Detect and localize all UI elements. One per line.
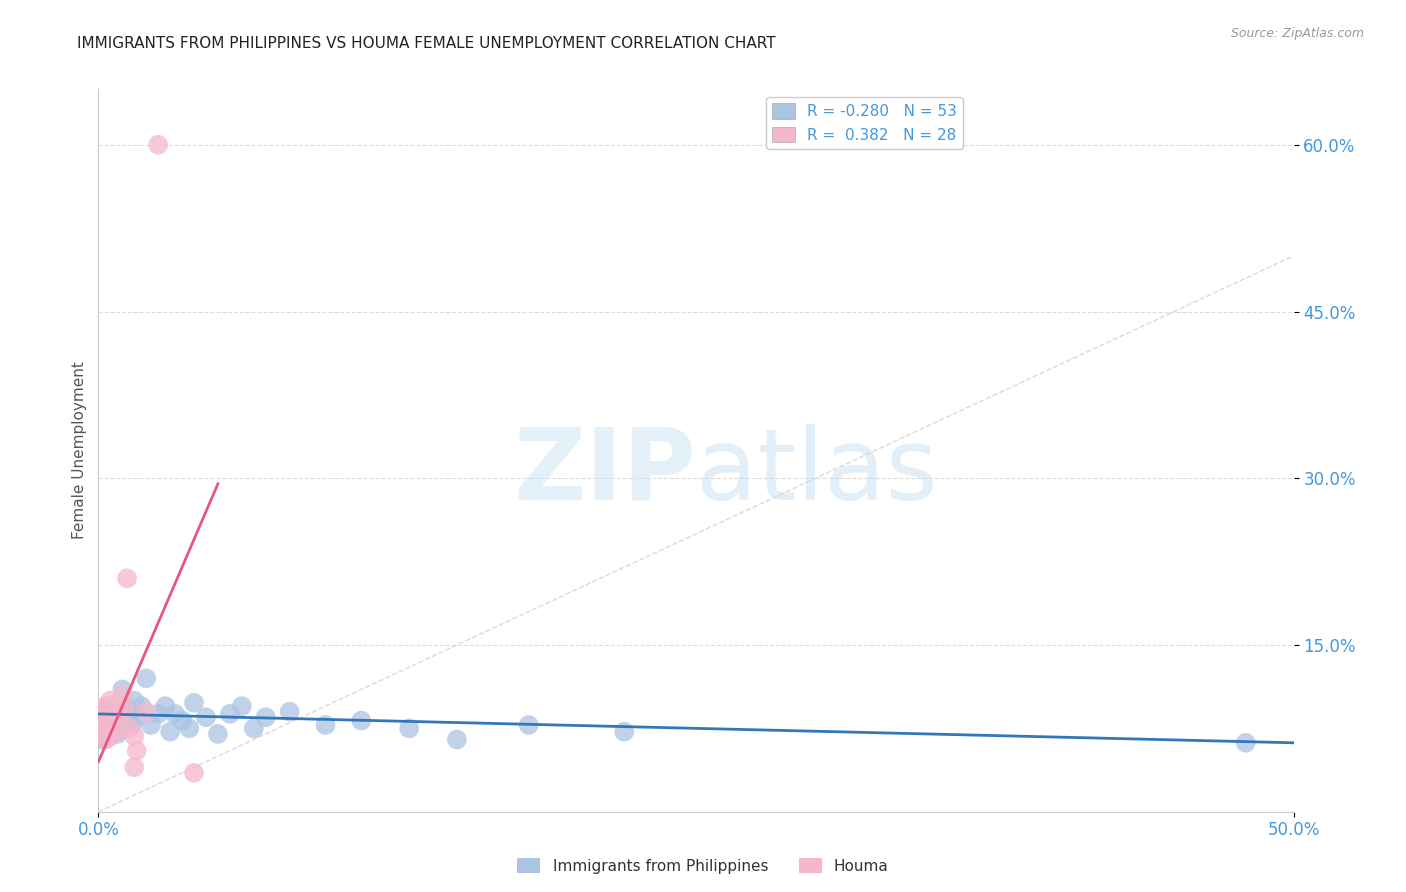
Point — [315, 718, 337, 732]
Point — [613, 724, 636, 739]
Point — [97, 715, 120, 730]
Point — [94, 710, 117, 724]
Point — [108, 723, 131, 737]
Point — [125, 710, 148, 724]
Text: ZIP: ZIP — [513, 424, 696, 521]
Point — [101, 724, 124, 739]
Point — [94, 699, 117, 714]
Point — [97, 722, 120, 736]
Point — [98, 729, 122, 743]
Point — [183, 696, 205, 710]
Point — [115, 571, 138, 585]
Point — [94, 732, 117, 747]
Point — [125, 743, 148, 757]
Point — [131, 699, 153, 714]
Point — [163, 706, 186, 721]
Point — [101, 718, 124, 732]
Point — [104, 709, 127, 723]
Legend: Immigrants from Philippines, Houma: Immigrants from Philippines, Houma — [512, 852, 894, 880]
Point — [195, 710, 218, 724]
Point — [118, 722, 141, 736]
Point — [148, 706, 170, 721]
Point — [254, 710, 277, 724]
Point — [101, 714, 124, 728]
Point — [91, 705, 114, 719]
Point — [91, 727, 114, 741]
Point — [98, 718, 122, 732]
Point — [90, 722, 112, 736]
Point — [97, 727, 120, 741]
Point — [98, 706, 122, 721]
Point — [121, 718, 143, 732]
Point — [101, 705, 124, 719]
Point — [135, 671, 157, 685]
Legend: R = -0.280   N = 53, R =  0.382   N = 28: R = -0.280 N = 53, R = 0.382 N = 28 — [766, 97, 963, 149]
Point — [94, 715, 117, 730]
Point — [155, 699, 177, 714]
Point — [107, 699, 129, 714]
Point — [107, 727, 129, 741]
Point — [104, 724, 127, 739]
Point — [398, 722, 420, 736]
Point — [97, 699, 120, 714]
Point — [159, 724, 181, 739]
Point — [104, 720, 127, 734]
Point — [124, 693, 146, 707]
Point — [94, 722, 117, 736]
Point — [108, 711, 131, 725]
Point — [114, 699, 136, 714]
Point — [107, 715, 129, 730]
Point — [1234, 736, 1257, 750]
Point — [91, 715, 114, 730]
Point — [350, 714, 373, 728]
Point — [118, 714, 141, 728]
Point — [91, 727, 114, 741]
Point — [98, 729, 122, 743]
Text: atlas: atlas — [696, 424, 938, 521]
Point — [139, 718, 162, 732]
Point — [124, 760, 146, 774]
Point — [243, 722, 266, 736]
Point — [207, 727, 229, 741]
Point — [94, 732, 117, 747]
Point — [183, 765, 205, 780]
Point — [111, 688, 134, 702]
Point — [91, 710, 114, 724]
Point — [104, 709, 127, 723]
Point — [114, 702, 136, 716]
Point — [172, 714, 194, 728]
Point — [97, 706, 120, 721]
Point — [179, 722, 201, 736]
Point — [124, 729, 146, 743]
Point — [90, 722, 112, 736]
Point — [98, 693, 122, 707]
Point — [219, 706, 242, 721]
Text: IMMIGRANTS FROM PHILIPPINES VS HOUMA FEMALE UNEMPLOYMENT CORRELATION CHART: IMMIGRANTS FROM PHILIPPINES VS HOUMA FEM… — [77, 36, 776, 51]
Point — [90, 705, 112, 719]
Point — [111, 682, 134, 697]
Point — [98, 714, 122, 728]
Point — [90, 732, 112, 747]
Point — [108, 710, 131, 724]
Point — [115, 705, 138, 719]
Y-axis label: Female Unemployment: Female Unemployment — [72, 361, 87, 540]
Point — [278, 705, 301, 719]
Point — [231, 699, 253, 714]
Point — [148, 137, 170, 152]
Text: Source: ZipAtlas.com: Source: ZipAtlas.com — [1230, 27, 1364, 40]
Point — [135, 705, 157, 719]
Point — [517, 718, 540, 732]
Point — [446, 732, 468, 747]
